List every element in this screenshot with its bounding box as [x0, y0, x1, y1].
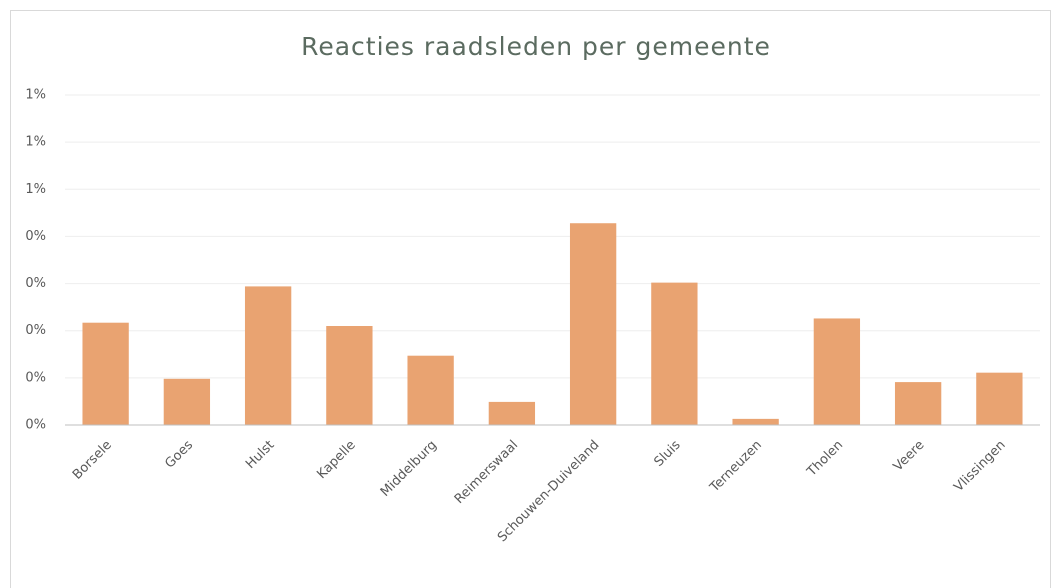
y-tick-label: 0%	[25, 276, 46, 291]
y-tick-label: 1%	[25, 182, 46, 197]
bar	[244, 286, 292, 425]
bar	[976, 372, 1023, 425]
y-tick-label: 1%	[25, 88, 46, 103]
y-tick-label: 0%	[25, 370, 46, 385]
bar	[407, 355, 454, 425]
bar	[732, 418, 779, 425]
bar	[163, 378, 211, 425]
y-tick-label: 0%	[25, 323, 46, 338]
y-tick-label: 0%	[25, 229, 46, 244]
bar	[651, 282, 698, 425]
bar	[813, 318, 861, 425]
chart-frame	[10, 10, 1051, 588]
bar	[326, 326, 373, 425]
bar	[488, 401, 536, 425]
y-tick-label: 1%	[25, 135, 46, 150]
bar	[894, 382, 942, 425]
y-tick-label: 0%	[25, 418, 46, 433]
bar	[569, 223, 617, 425]
bar	[82, 322, 129, 425]
chart-title: Reacties raadsleden per gemeente	[301, 32, 771, 61]
